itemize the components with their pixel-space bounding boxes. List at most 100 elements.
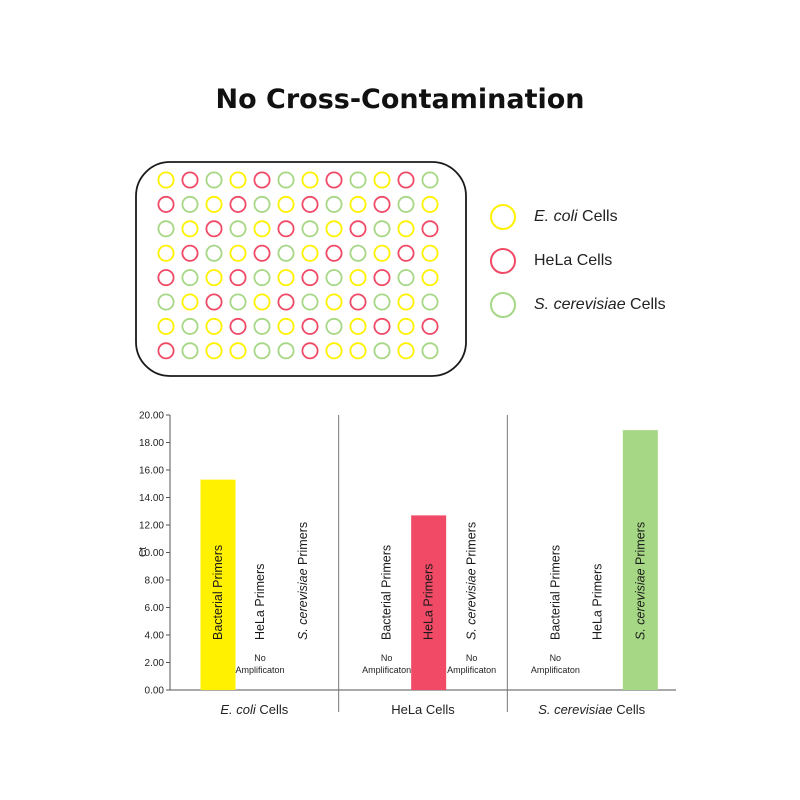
well-yeast bbox=[181, 342, 199, 360]
well-hela bbox=[205, 220, 223, 238]
well-yeast bbox=[181, 269, 199, 287]
legend-label-italic: S. cerevisiae bbox=[534, 296, 626, 313]
well-hela bbox=[157, 342, 175, 360]
label-text: Cells bbox=[613, 702, 646, 717]
legend-swatch-hela bbox=[490, 248, 516, 274]
well-hela bbox=[229, 269, 247, 287]
well-ecoli bbox=[181, 220, 199, 238]
well-yeast bbox=[373, 342, 391, 360]
well-yeast bbox=[421, 171, 439, 189]
label-text: Cells bbox=[256, 702, 289, 717]
y-tick-label: 8.00 bbox=[145, 576, 165, 587]
well-ecoli bbox=[277, 195, 295, 213]
legend-label-italic: E. coli bbox=[534, 208, 578, 225]
y-tick-label: 14.00 bbox=[139, 493, 164, 504]
well-yeast bbox=[421, 293, 439, 311]
well-yeast bbox=[181, 195, 199, 213]
well-hela bbox=[205, 293, 223, 311]
well-hela bbox=[277, 220, 295, 238]
y-tick-label: 6.00 bbox=[145, 603, 165, 614]
well-yeast bbox=[253, 317, 271, 335]
well-ecoli bbox=[397, 220, 415, 238]
primer-label: HeLa Primers bbox=[422, 564, 436, 640]
y-tick-label: 16.00 bbox=[139, 466, 164, 477]
well-hela bbox=[421, 220, 439, 238]
well-yeast bbox=[349, 244, 367, 262]
well-hela bbox=[301, 195, 319, 213]
bar bbox=[200, 479, 236, 690]
well-hela bbox=[397, 244, 415, 262]
well-ecoli bbox=[421, 269, 439, 287]
label-text: HeLa Primers bbox=[590, 564, 604, 640]
well-hela bbox=[157, 269, 175, 287]
well-hela bbox=[157, 195, 175, 213]
primer-label: HeLa Primers bbox=[253, 564, 267, 640]
well-ecoli bbox=[397, 342, 415, 360]
well-ecoli bbox=[157, 171, 175, 189]
group-label: S. cerevisiae Cells bbox=[538, 702, 645, 717]
primer-label: S. cerevisiae Primers bbox=[465, 522, 479, 640]
well-ecoli bbox=[349, 269, 367, 287]
well-ecoli bbox=[325, 342, 343, 360]
primer-label: Bacterial Primers bbox=[380, 545, 394, 640]
well-ecoli bbox=[205, 195, 223, 213]
well-yeast bbox=[325, 195, 343, 213]
y-tick-label: 18.00 bbox=[139, 438, 164, 449]
well-ecoli bbox=[205, 269, 223, 287]
well-yeast bbox=[277, 342, 295, 360]
y-tick-label: 4.00 bbox=[145, 631, 165, 642]
primer-label: S. cerevisiae Primers bbox=[296, 522, 310, 640]
label-text: Bacterial Primers bbox=[380, 545, 394, 640]
y-tick-label: 20.00 bbox=[139, 411, 164, 422]
well-hela bbox=[325, 171, 343, 189]
well-yeast bbox=[253, 195, 271, 213]
y-tick-label: 2.00 bbox=[145, 658, 165, 669]
well-yeast bbox=[325, 269, 343, 287]
well-ecoli bbox=[373, 171, 391, 189]
well-ecoli bbox=[157, 317, 175, 335]
legend-swatch-yeast bbox=[490, 292, 516, 318]
well-yeast bbox=[397, 269, 415, 287]
well-yeast bbox=[301, 293, 319, 311]
well-yeast bbox=[301, 220, 319, 238]
no-amplification-note: No Amplificaton bbox=[362, 653, 411, 675]
well-ecoli bbox=[157, 244, 175, 262]
well-yeast bbox=[205, 244, 223, 262]
legend-label: Cells bbox=[577, 208, 618, 225]
y-axis-label: Ct bbox=[138, 547, 149, 557]
label-italic: E. coli bbox=[220, 702, 257, 717]
primer-label: HeLa Primers bbox=[590, 564, 604, 640]
well-yeast bbox=[397, 195, 415, 213]
well-ecoli bbox=[397, 317, 415, 335]
well-ecoli bbox=[397, 293, 415, 311]
y-tick-label: 0.00 bbox=[145, 686, 165, 697]
well-ecoli bbox=[301, 244, 319, 262]
legend-label: HeLa Cells bbox=[534, 252, 613, 269]
label-text: Primers bbox=[465, 522, 479, 569]
well-yeast bbox=[325, 317, 343, 335]
bar bbox=[622, 430, 658, 690]
well-yeast bbox=[229, 293, 247, 311]
bar bbox=[411, 515, 447, 690]
well-yeast bbox=[277, 244, 295, 262]
well-yeast bbox=[373, 293, 391, 311]
primer-label: S. cerevisiae Primers bbox=[633, 522, 647, 640]
well-hela bbox=[421, 317, 439, 335]
well-yeast bbox=[253, 269, 271, 287]
well-ecoli bbox=[373, 244, 391, 262]
label-text: HeLa Primers bbox=[253, 564, 267, 640]
label-text: Primers bbox=[296, 522, 310, 569]
well-ecoli bbox=[301, 171, 319, 189]
well-hela bbox=[301, 342, 319, 360]
label-italic: S. cerevisiae bbox=[465, 568, 479, 640]
well-ecoli bbox=[349, 195, 367, 213]
well-hela bbox=[253, 171, 271, 189]
well-ecoli bbox=[205, 342, 223, 360]
well-yeast bbox=[229, 220, 247, 238]
well-yeast bbox=[181, 317, 199, 335]
well-ecoli bbox=[181, 293, 199, 311]
no-amplification-note: No Amplificaton bbox=[447, 653, 496, 675]
label-text: HeLa Primers bbox=[422, 564, 436, 640]
well-yeast bbox=[157, 293, 175, 311]
